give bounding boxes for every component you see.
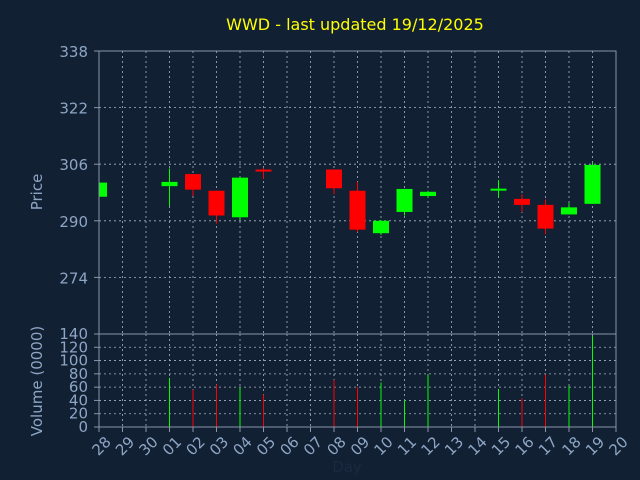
volume-axis-label: Volume (0000) — [28, 326, 46, 436]
x-axis-label: Day — [332, 458, 362, 476]
x-tick-labels: 2829300102030405060708091011121314151617… — [89, 427, 632, 459]
chart-title: WWD - last updated 19/12/2025 — [226, 15, 484, 34]
volume-tick-label: 100 — [59, 352, 88, 370]
x-tick-label: 05 — [253, 433, 279, 459]
x-tick-label: 04 — [230, 433, 256, 459]
price-axis-label: Price — [28, 174, 46, 211]
x-tick-label: 11 — [394, 433, 420, 459]
candle-18 — [561, 203, 577, 215]
candle-body — [420, 191, 436, 197]
x-tick-label: 09 — [347, 433, 373, 459]
candle-16 — [514, 194, 530, 212]
candle-09 — [349, 181, 366, 233]
candle-body — [514, 198, 530, 205]
x-tick-label: 18 — [559, 433, 585, 459]
x-tick-label: 06 — [277, 433, 303, 459]
volume-tick-label: 120 — [59, 338, 88, 356]
candle-body — [349, 190, 366, 230]
volume-tick-label: 80 — [69, 365, 88, 383]
candle-body — [232, 177, 248, 218]
volume-tick-label: 40 — [69, 391, 88, 409]
candle-05 — [255, 167, 272, 180]
candle-08 — [326, 169, 342, 195]
x-tick-label: 20 — [606, 433, 632, 459]
x-tick-label: 30 — [136, 433, 162, 459]
candle-17 — [537, 199, 554, 235]
x-tick-label: 08 — [324, 433, 350, 459]
candle-body — [161, 181, 178, 187]
volume-tick-label: 140 — [59, 325, 88, 343]
candles — [98, 162, 601, 235]
candle-15 — [490, 180, 507, 198]
price-tick-label: 338 — [59, 43, 88, 61]
price-tick-label: 306 — [59, 156, 88, 174]
volume-panel-frame — [98, 333, 617, 428]
volume-bars — [169, 335, 593, 427]
candle-body — [326, 169, 342, 189]
candle-10 — [373, 220, 389, 235]
candle-body — [185, 174, 201, 190]
price-tick-label: 290 — [59, 213, 88, 231]
candle-body — [584, 164, 601, 204]
x-tick-label: 10 — [371, 433, 397, 459]
x-tick-label: 15 — [488, 433, 514, 459]
x-tick-label: 13 — [441, 433, 467, 459]
x-tick-label: 07 — [300, 433, 326, 459]
candle-11 — [396, 188, 413, 216]
candle-01 — [161, 168, 178, 206]
candle-body — [396, 188, 413, 212]
candle-body — [537, 204, 554, 229]
volume-tick-label: 20 — [69, 405, 88, 423]
x-tick-label: 02 — [183, 433, 209, 459]
candle-body — [373, 220, 389, 234]
x-tick-label: 01 — [159, 433, 185, 459]
candle-body — [99, 182, 107, 197]
candle-12 — [420, 190, 436, 198]
x-tick-label: 17 — [535, 433, 561, 459]
price-tick-labels: 274 290 306 322 338 — [59, 43, 99, 287]
x-tick-label: 14 — [465, 433, 491, 459]
volume-tick-label: 0 — [78, 418, 88, 436]
x-tick-label: 19 — [582, 433, 608, 459]
x-tick-label: 03 — [206, 433, 232, 459]
candle-body — [561, 207, 577, 215]
x-tick-label: 12 — [418, 433, 444, 459]
candle-02 — [185, 174, 201, 197]
volume-tick-label: 60 — [69, 378, 88, 396]
candle-04 — [232, 177, 248, 221]
price-tick-label: 322 — [59, 100, 88, 118]
candle-body — [208, 190, 225, 216]
x-tick-label: 16 — [512, 433, 538, 459]
price-tick-label: 274 — [59, 269, 88, 287]
candle-28 — [98, 181, 107, 198]
candle-03 — [208, 190, 225, 224]
x-tick-label: 29 — [112, 433, 138, 459]
candle-19 — [584, 162, 601, 204]
x-tick-label: 28 — [89, 433, 115, 459]
